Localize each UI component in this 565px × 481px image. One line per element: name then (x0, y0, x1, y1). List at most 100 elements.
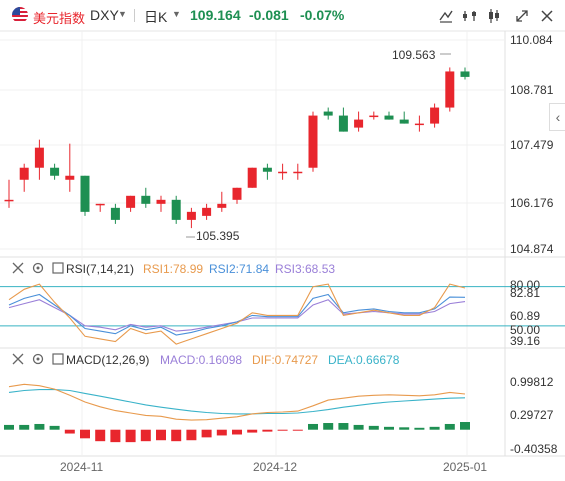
macd-histogram-bar (460, 422, 470, 430)
macd-histogram-bar (80, 429, 90, 439)
price-axis-label: 108.781 (510, 83, 554, 97)
candle-body (247, 167, 257, 188)
price-axis-label: 107.479 (510, 138, 554, 152)
macd-histogram-bar (353, 424, 364, 430)
macd-histogram-bar (414, 427, 425, 430)
candle-body (338, 115, 348, 132)
chart-type-icon[interactable] (484, 6, 504, 26)
close-icon[interactable] (537, 6, 557, 26)
candle-body (430, 107, 440, 124)
dif-value: DIF:0.74727 (252, 353, 319, 367)
macd-histogram-bar (95, 429, 106, 442)
period-dropdown-icon[interactable]: ▼ (172, 9, 181, 19)
rsi-indicator-name: RSI(7,14,21) (66, 262, 135, 276)
rsi1-line (8, 283, 466, 345)
candle-body (262, 167, 272, 172)
macd-histogram-bar (110, 429, 121, 443)
candle-body (110, 207, 120, 220)
indicator-menu-icon[interactable] (52, 353, 64, 368)
indicator-settings-icon[interactable] (32, 262, 44, 277)
price-change: -0.081 (249, 7, 289, 23)
price-axis-label: 106.176 (510, 196, 554, 210)
candle-body (384, 115, 394, 120)
macd-histogram-bar (384, 426, 394, 430)
rsi-axis-label: 82.81 (510, 286, 541, 300)
macd-histogram-bar (171, 429, 182, 442)
x-axis-label: 2025-01 (443, 460, 488, 474)
candle-body (156, 199, 166, 204)
macd-histogram-bar (399, 427, 410, 430)
candle-body (19, 167, 29, 180)
candle-body (293, 171, 303, 174)
candle-body (80, 175, 90, 212)
instrument-symbol[interactable]: DXY (90, 7, 119, 23)
candle-body (369, 115, 379, 118)
candle-body (50, 167, 60, 176)
indicator-menu-icon[interactable] (52, 262, 64, 277)
dif-line (8, 383, 466, 421)
candle-body (186, 211, 196, 220)
draw-line-icon[interactable] (436, 6, 456, 26)
x-axis-label: 2024-12 (253, 460, 298, 474)
macd-histogram-bar (140, 429, 151, 442)
hide-indicator-icon[interactable] (12, 353, 24, 368)
macd-histogram-bar (308, 423, 318, 430)
symbol-dropdown-icon[interactable]: ▼ (118, 9, 127, 19)
rsi-axis-label: 39.16 (510, 334, 541, 348)
chart-header: 美元指数 DXY ▼ 日K ▼ 109.164 -0.081 -0.07% (0, 0, 565, 30)
candlestick-series (4, 53, 470, 238)
macd-value: MACD:0.16098 (160, 353, 243, 367)
candle-body (414, 123, 424, 126)
candle-body (171, 199, 181, 220)
period-selector[interactable]: 日K (144, 9, 168, 25)
macd-axis-label: 0.99812 (510, 375, 554, 389)
candle-body (65, 175, 75, 180)
fullscreen-icon[interactable] (512, 6, 532, 26)
instrument-title[interactable]: 美元指数 (33, 11, 86, 26)
candle-body (4, 199, 14, 202)
macd-histogram-bar (216, 429, 227, 436)
candle-body (141, 195, 151, 204)
macd-histogram-bar (64, 429, 75, 434)
macd-histogram-bar (444, 423, 455, 430)
collapse-sidebar-icon[interactable]: ‹ (549, 103, 565, 131)
price-change-percent: -0.07% (300, 7, 345, 23)
candle-body (399, 119, 409, 124)
macd-axis-label: -0.40358 (510, 442, 558, 456)
x-axis-label: 2024-11 (60, 460, 104, 474)
macd-series (4, 383, 470, 443)
macd-axis-label: 0.29727 (510, 408, 554, 422)
candle-body (445, 71, 455, 108)
candle-body (232, 187, 242, 200)
candle-body (460, 71, 470, 77)
candle-body (202, 207, 212, 216)
rsi-axis-label: 80.00 (510, 278, 541, 292)
rsi-series (0, 283, 565, 345)
dea-value: DEA:0.66678 (328, 353, 400, 367)
macd-histogram-bar (232, 429, 242, 435)
macd-histogram-bar (49, 425, 60, 430)
macd-histogram-bar (247, 429, 258, 433)
candle-body (95, 203, 105, 206)
high-price-label: 109.563 (392, 48, 436, 62)
last-price: 109.164 (190, 7, 241, 23)
indicator-settings-icon[interactable] (32, 353, 44, 368)
candle-body (34, 147, 44, 168)
macd-indicator-name: MACD(12,26,9) (66, 353, 150, 367)
indicator-settings-icon[interactable] (460, 6, 480, 26)
macd-histogram-bar (262, 429, 273, 432)
candle-body (126, 195, 136, 208)
candle-body (278, 171, 288, 174)
macd-histogram-bar (368, 425, 379, 430)
macd-histogram-bar (323, 423, 334, 430)
low-price-label: 105.395 (196, 229, 240, 243)
candle-body (308, 115, 318, 168)
hide-indicator-icon[interactable] (12, 262, 24, 277)
rsi-axis-label: 60.89 (510, 309, 541, 323)
rsi2-line (8, 293, 466, 336)
macd-histogram-bar (4, 424, 14, 430)
macd-histogram-bar (338, 423, 349, 430)
macd-histogram-bar (125, 429, 136, 443)
price-axis-label: 110.084 (510, 33, 553, 47)
